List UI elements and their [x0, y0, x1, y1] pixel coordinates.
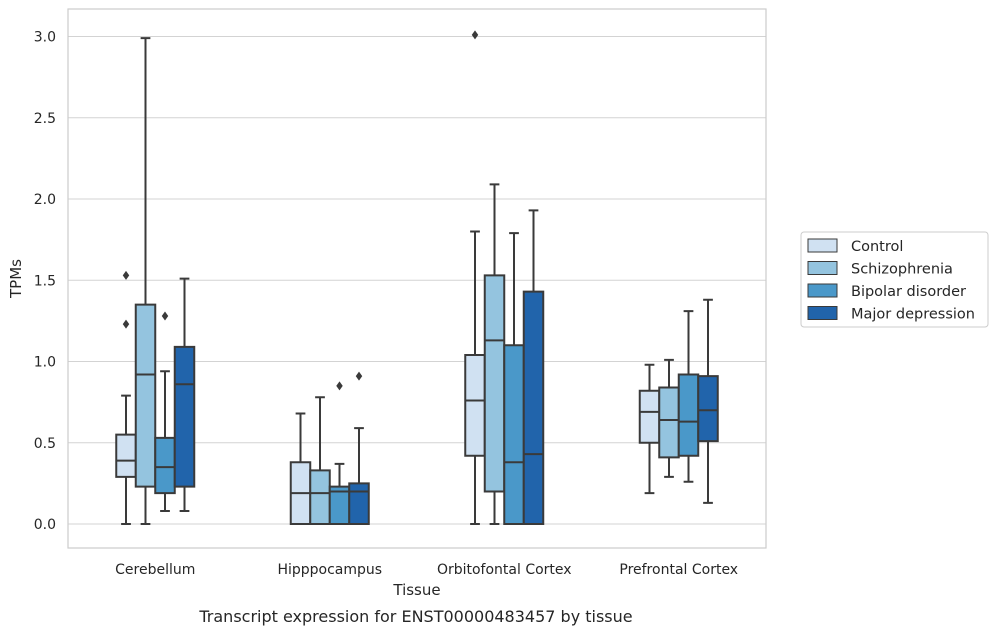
x-axis-title: Tissue: [392, 581, 440, 599]
y-axis-title: TPMs: [7, 259, 25, 299]
x-tick-label: Hipppocampus: [277, 562, 382, 578]
box-cerebellum-control: [115, 270, 137, 525]
box-prefrontal-cortex-bipolar-disorder: [677, 310, 700, 483]
outlier-point: [161, 311, 169, 321]
y-tick-label: 0.0: [34, 517, 56, 533]
legend-label: Schizophrenia: [851, 262, 953, 278]
box-orbitofontal-cortex-bipolar-disorder: [503, 232, 525, 525]
box-iqr: [154, 436, 176, 495]
x-tick-label: Orbitofontal Cortex: [437, 562, 572, 578]
box-iqr: [638, 389, 661, 444]
outlier-point: [471, 30, 479, 40]
legend-item-bipolar-disorder: Bipolar disorder: [807, 283, 966, 300]
box-iqr: [677, 373, 700, 457]
legend-item-major-depression: Major depression: [807, 306, 975, 323]
y-tick-label: 1.5: [34, 273, 56, 289]
outlier-point: [355, 371, 363, 381]
y-tick-label: 1.0: [34, 355, 56, 371]
legend-item-control: Control: [807, 238, 903, 255]
legend-label: Control: [851, 239, 903, 255]
box-cerebellum-schizophrenia: [134, 37, 157, 525]
box-iqr: [173, 345, 196, 488]
plot-boxes: [115, 30, 719, 525]
box-prefrontal-cortex-major-depression: [697, 298, 719, 504]
legend-label: Bipolar disorder: [851, 284, 966, 300]
box-iqr: [348, 482, 370, 525]
box-orbitofontal-cortex-control: [464, 30, 486, 525]
box-orbitofontal-cortex-schizophrenia: [483, 183, 506, 525]
legend-swatch: [807, 238, 838, 253]
legend-item-schizophrenia: Schizophrenia: [807, 261, 953, 278]
box-orbitofontal-cortex-major-depression: [522, 209, 545, 525]
legend-label: Major depression: [851, 307, 975, 323]
box-iqr: [464, 354, 486, 457]
box-prefrontal-cortex-schizophrenia: [658, 358, 680, 478]
x-axis-ticks: Cerebellum Hipppocampus Orbitofontal Corte…: [115, 562, 738, 578]
y-axis-ticks: 0.0 0.5 1.0 1.5 2.0 2.5 3.0: [34, 30, 56, 534]
outlier-point: [336, 381, 343, 391]
box-iqr: [697, 375, 719, 443]
y-tick-label: 3.0: [34, 30, 56, 46]
legend-swatch: [807, 306, 838, 320]
legend-swatch: [807, 261, 838, 275]
box-cerebellum-major-depression: [173, 277, 196, 512]
plot-frame: [67, 8, 767, 549]
legend-swatch: [807, 283, 838, 298]
x-tick-label: Cerebellum: [115, 562, 195, 578]
box-iqr: [483, 274, 506, 493]
box-iqr: [522, 290, 545, 525]
legend: Control Schizophrenia Bipolar disorder Majo…: [800, 231, 989, 328]
outlier-point: [122, 270, 130, 280]
box-hipppocampus-control: [289, 412, 312, 525]
box-iqr: [503, 344, 525, 525]
y-tick-label: 2.0: [34, 192, 56, 208]
y-tick-label: 0.5: [34, 436, 56, 452]
box-hipppocampus-bipolar-disorder: [328, 381, 351, 525]
box-iqr: [115, 433, 137, 478]
chart-caption: Transcript expression for ENST0000048345…: [198, 607, 632, 626]
y-tick-label: 2.5: [34, 111, 56, 127]
outlier-point: [122, 319, 130, 329]
box-hipppocampus-schizophrenia: [309, 396, 331, 525]
x-tick-label: Prefrontal Cortex: [619, 562, 738, 578]
box-hipppocampus-major-depression: [348, 371, 370, 525]
legend-frame: [800, 231, 989, 328]
box-iqr: [658, 386, 680, 459]
box-iqr: [134, 303, 157, 488]
box-iqr: [309, 469, 331, 525]
box-cerebellum-bipolar-disorder: [154, 311, 176, 512]
box-prefrontal-cortex-control: [638, 363, 661, 495]
